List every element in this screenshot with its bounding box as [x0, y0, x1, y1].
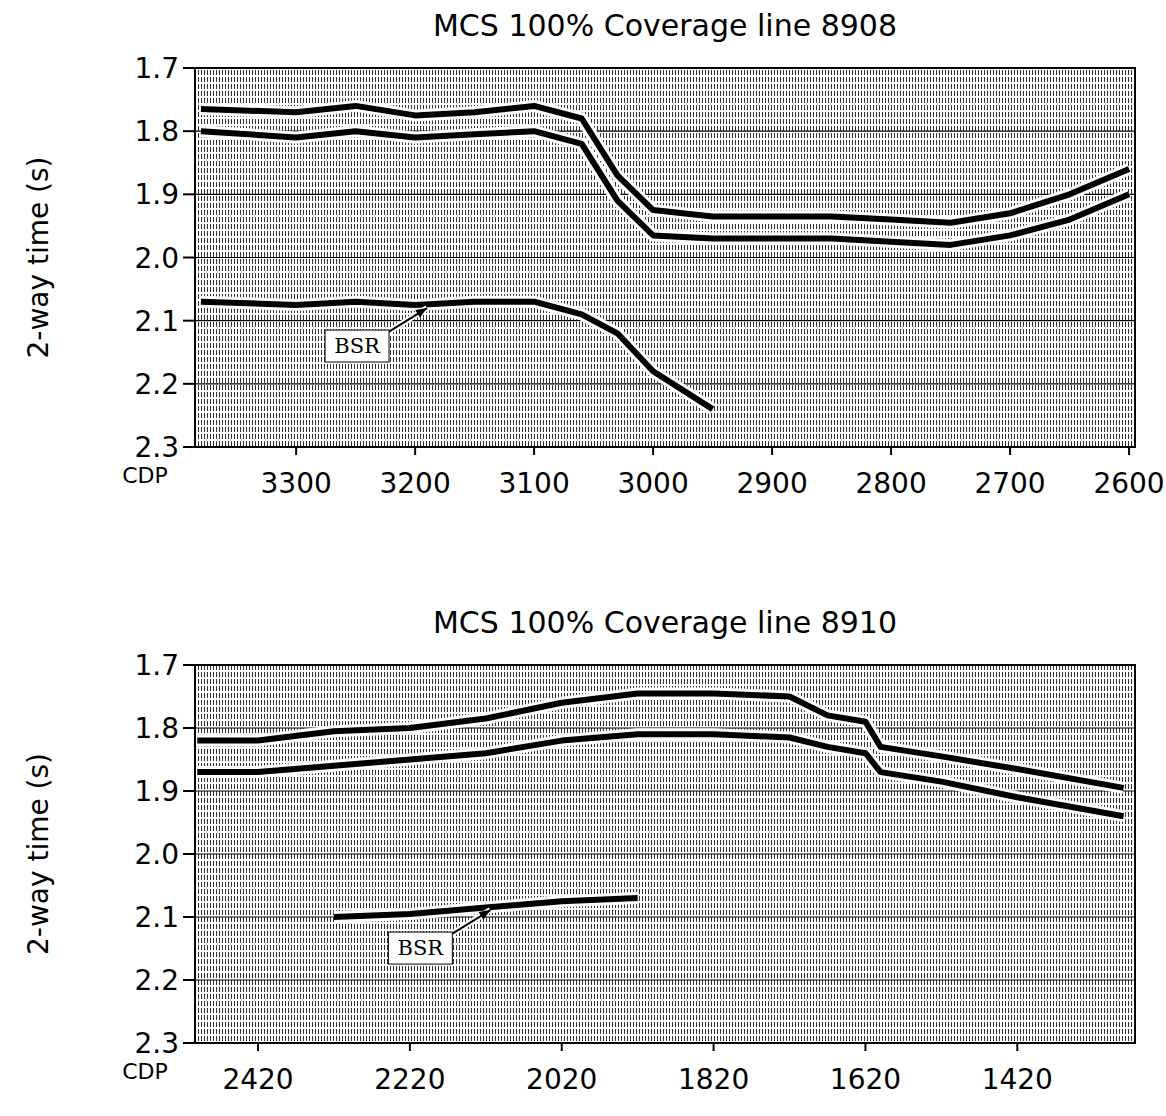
plot-background	[195, 68, 1135, 447]
annotation-box	[325, 330, 389, 362]
x-tick	[771, 447, 773, 455]
grid-line	[195, 194, 1135, 195]
y-tick-label: 1.8	[134, 115, 179, 148]
y-tick-label: 2.3	[134, 1027, 179, 1060]
annotation-arrow-halo	[448, 910, 490, 936]
frame	[195, 68, 1135, 447]
annotation-label: BSR	[398, 936, 445, 960]
y-tick-label: 2.3	[134, 431, 179, 464]
panel: MCS 100% Coverage line 8910 1.7 1.8 1.9 2.0 2…	[22, 605, 1135, 1096]
x-axis-title: CDP	[122, 463, 168, 488]
grid-line	[195, 853, 1135, 854]
x-tick	[257, 1043, 259, 1051]
x-tick-label: 1420	[982, 1063, 1053, 1096]
reflector	[197, 734, 1123, 816]
y-tick-label: 1.7	[134, 649, 179, 682]
y-axis-title: 2-way time (s)	[22, 156, 55, 358]
y-tick	[183, 67, 195, 69]
x-tick-label: 2800	[855, 467, 926, 500]
y-tick-label: 1.8	[134, 712, 179, 745]
x-tick	[1128, 447, 1130, 455]
reflector-halo	[201, 302, 713, 409]
x-tick	[533, 447, 535, 455]
frame	[195, 665, 1135, 1043]
figure: MCS 100% Coverage line 8908 1.7 1.8 1.9 2.0 2…	[0, 0, 1166, 1116]
x-axis-title: CDP	[122, 1059, 168, 1084]
grid-line	[195, 257, 1135, 258]
x-tick-label: 1620	[830, 1063, 901, 1096]
y-axis-title: 2-way time (s)	[22, 753, 55, 955]
x-tick-label: 3100	[498, 467, 569, 500]
reflector-halo	[197, 734, 1123, 816]
y-tick-label: 1.9	[134, 178, 179, 211]
x-tick-label: 2220	[374, 1063, 445, 1096]
x-tick	[1009, 447, 1011, 455]
plot-area	[195, 665, 1135, 1043]
y-tick	[183, 1042, 195, 1044]
y-tick-label: 1.9	[134, 775, 179, 808]
annotation-arrow	[385, 308, 427, 334]
annotation-arrow	[448, 910, 490, 936]
y-tick	[183, 790, 195, 792]
x-tick	[713, 1043, 715, 1051]
y-tick-label: 2.0	[134, 242, 179, 275]
y-tick	[183, 727, 195, 729]
x-tick	[561, 1043, 563, 1051]
reflector	[201, 302, 713, 409]
y-tick-label: 2.1	[134, 305, 179, 338]
x-tick-label: 2700	[974, 467, 1045, 500]
x-tick	[652, 447, 654, 455]
reflector-halo	[197, 693, 1123, 788]
x-tick-label: 2420	[222, 1063, 293, 1096]
reflector	[197, 693, 1123, 788]
y-tick	[183, 664, 195, 666]
reflector-halo	[201, 131, 1129, 245]
y-tick	[183, 383, 195, 385]
x-tick	[864, 1043, 866, 1051]
panel: MCS 100% Coverage line 8908 1.7 1.8 1.9 2.0 2…	[22, 8, 1165, 500]
y-tick	[183, 193, 195, 195]
y-tick-label: 2.2	[134, 964, 179, 997]
title: MCS 100% Coverage line 8910	[433, 605, 897, 640]
y-tick	[183, 979, 195, 981]
title: MCS 100% Coverage line 8908	[433, 8, 897, 43]
grid-line	[195, 979, 1135, 980]
y-tick	[183, 257, 195, 259]
y-tick	[183, 130, 195, 132]
x-tick-label: 3200	[379, 467, 450, 500]
annotation-box	[388, 932, 452, 964]
plot-area	[195, 68, 1135, 447]
y-tick-label: 2.0	[134, 838, 179, 871]
x-tick	[409, 1043, 411, 1051]
annotation-label: BSR	[334, 334, 381, 358]
reflector	[201, 106, 1129, 223]
x-tick	[414, 447, 416, 455]
x-tick	[890, 447, 892, 455]
y-tick	[183, 853, 195, 855]
annotation-arrow-halo	[385, 308, 427, 334]
x-tick	[1016, 1043, 1018, 1051]
x-tick-label: 1820	[678, 1063, 749, 1096]
grid-line	[195, 320, 1135, 321]
y-tick	[183, 320, 195, 322]
x-tick	[295, 447, 297, 455]
y-tick-label: 1.7	[134, 52, 179, 85]
x-tick-label: 3000	[617, 467, 688, 500]
plot-background	[195, 665, 1135, 1043]
y-tick	[183, 916, 195, 918]
x-tick-label: 2900	[736, 467, 807, 500]
reflector	[201, 131, 1129, 245]
x-tick-label: 3300	[261, 467, 332, 500]
annotation-arrowhead	[479, 910, 491, 920]
x-tick-label: 2600	[1093, 467, 1164, 500]
y-tick-label: 2.1	[134, 901, 179, 934]
reflector-halo	[201, 106, 1129, 223]
x-tick-label: 2020	[526, 1063, 597, 1096]
y-tick	[183, 446, 195, 448]
y-tick-label: 2.2	[134, 368, 179, 401]
annotation-arrowhead	[415, 308, 427, 318]
